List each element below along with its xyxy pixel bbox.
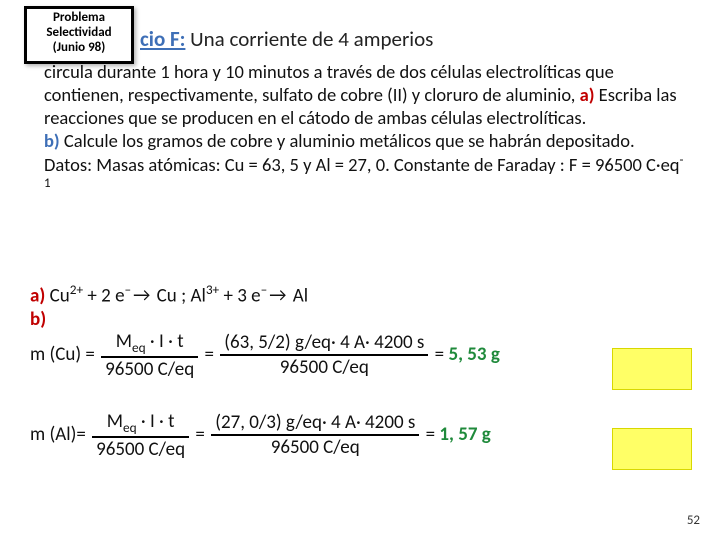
cu-num2: (63, 5/2) g/eq· 4 A· 4200 s bbox=[220, 331, 428, 356]
al-frac-1: Meq · I · t 96500 C/eq bbox=[92, 410, 189, 461]
problem-badge: Problema Selectividad (Junio 98) bbox=[24, 6, 134, 64]
label-a: a) bbox=[580, 83, 595, 106]
title-label: cio F: bbox=[140, 26, 185, 52]
txt-cu-mid: + 2 e bbox=[83, 284, 124, 307]
formula-cu: m (Cu) = Meq · I · t 96500 C/eq = (63, 5… bbox=[30, 330, 500, 381]
al-num1-b: · I · t bbox=[137, 410, 175, 433]
cu-result: 5, 53 g bbox=[448, 343, 499, 366]
al-charge: 3+ bbox=[206, 281, 219, 298]
problem-part-3: Calcule los gramos de cobre y aluminio m… bbox=[44, 129, 680, 175]
highlight-box-1 bbox=[612, 348, 692, 390]
formula-al: m (Al)= Meq · I · t 96500 C/eq = (27, 0/… bbox=[30, 410, 491, 461]
arrow-1: → bbox=[131, 284, 152, 308]
e-minus-1: – bbox=[125, 281, 132, 298]
cu-eq2: = bbox=[435, 343, 449, 366]
txt-cu-al: Cu ; Al bbox=[152, 284, 205, 307]
cu-den2: 96500 C/eq bbox=[220, 356, 428, 379]
cu-num1-sub: eq bbox=[132, 339, 146, 356]
al-den2: 96500 C/eq bbox=[211, 436, 419, 459]
problem-part-1: circula durante 1 hora y 10 minutos a tr… bbox=[44, 60, 614, 106]
cu-charge: 2+ bbox=[70, 281, 83, 298]
answer-a-line: a) Cu2+ + 2 e– → Cu ; Al3+ + 3 e– → Al b… bbox=[30, 282, 670, 332]
al-lhs: m (Al)= bbox=[30, 423, 90, 446]
problem-text: circula durante 1 hora y 10 minutos a tr… bbox=[44, 60, 684, 199]
badge-line-3: (Junio 98) bbox=[27, 41, 131, 56]
cu-den1: 96500 C/eq bbox=[101, 358, 198, 381]
txt-al-end: Al bbox=[288, 284, 308, 307]
al-num1-sub: eq bbox=[123, 419, 137, 436]
al-frac-2: (27, 0/3) g/eq· 4 A· 4200 s 96500 C/eq bbox=[211, 411, 419, 459]
badge-line-1: Problema bbox=[27, 11, 131, 26]
badge-line-2: Selectividad bbox=[27, 26, 131, 41]
al-result: 1, 57 g bbox=[439, 423, 490, 446]
answer-b-label: b) bbox=[30, 308, 46, 331]
cu-num1-b: · I · t bbox=[146, 330, 184, 353]
al-eq2: = bbox=[426, 423, 440, 446]
txt-al-mid: + 3 e bbox=[219, 284, 260, 307]
al-den1: 96500 C/eq bbox=[92, 438, 189, 461]
al-num2: (27, 0/3) g/eq· 4 A· 4200 s bbox=[211, 411, 419, 436]
cu-lhs: m (Cu) = bbox=[30, 343, 99, 366]
title-rest: Una corriente de 4 amperios bbox=[185, 26, 433, 52]
cu-num1-a: M bbox=[116, 330, 132, 353]
cu-frac-1: Meq · I · t 96500 C/eq bbox=[101, 330, 198, 381]
slide: Problema Selectividad (Junio 98) cio F: … bbox=[0, 0, 720, 540]
answer-a-label: a) bbox=[30, 284, 45, 307]
title-row: cio F: Una corriente de 4 amperios bbox=[140, 26, 433, 52]
cu-frac-2: (63, 5/2) g/eq· 4 A· 4200 s 96500 C/eq bbox=[220, 331, 428, 379]
cu-eq1: = bbox=[204, 343, 218, 366]
al-eq1: = bbox=[195, 423, 209, 446]
al-num1-a: M bbox=[107, 410, 123, 433]
txt-cu-pre: Cu bbox=[45, 284, 69, 307]
page-number: 52 bbox=[687, 513, 700, 528]
e-minus-2: – bbox=[261, 281, 268, 298]
label-b: b) bbox=[44, 129, 60, 152]
arrow-2: → bbox=[267, 284, 288, 308]
highlight-box-2 bbox=[612, 428, 692, 470]
